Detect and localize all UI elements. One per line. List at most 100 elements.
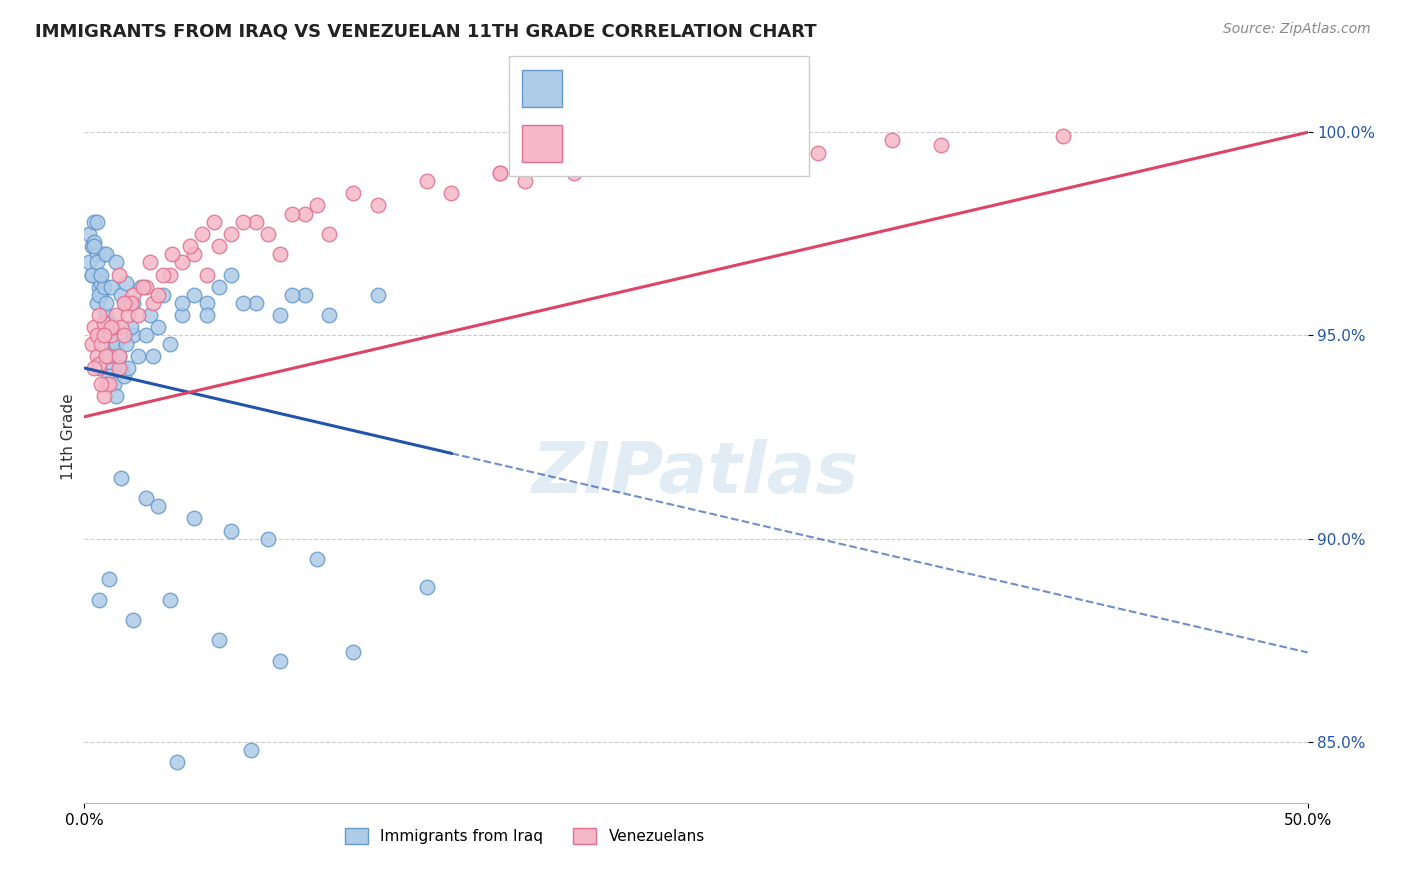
Point [86,255,108,269]
Point [93,328,115,343]
Point [93,247,115,261]
Text: R =  0.392   N = 72: R = 0.392 N = 72 [574,136,735,151]
Point [90,377,112,392]
Point [146,499,169,513]
FancyBboxPatch shape [522,70,562,107]
Point [97,369,120,384]
Point [96,247,118,261]
Point [342,645,364,659]
Point [97,316,120,330]
Point [305,198,328,212]
Point [294,206,316,220]
Point [112,328,135,343]
Point [86,296,108,310]
Point [269,247,291,261]
Point [245,215,267,229]
Point [80,268,103,282]
Point [122,328,145,343]
Point [232,296,254,310]
Point [135,491,157,505]
Point [90,336,112,351]
Point [245,296,267,310]
Point [159,336,181,351]
Point [513,174,536,188]
Point [152,268,174,282]
Text: IMMIGRANTS FROM IRAQ VS VENEZUELAN 11TH GRADE CORRELATION CHART: IMMIGRANTS FROM IRAQ VS VENEZUELAN 11TH … [35,22,817,40]
Point [152,288,174,302]
Point [117,361,139,376]
Point [107,349,129,363]
Point [489,166,512,180]
Point [612,153,634,168]
Point [100,336,122,351]
Point [100,320,122,334]
Point [195,296,218,310]
Point [135,279,157,293]
Point [208,239,231,253]
Point [83,235,105,249]
Point [127,349,149,363]
Point [86,247,108,261]
Point [807,145,830,160]
Point [96,308,118,322]
Point [146,320,169,334]
Point [77,255,100,269]
Point [129,279,152,293]
Point [758,142,780,156]
Point [90,268,112,282]
Point [239,743,262,757]
Point [135,328,157,343]
Point [107,361,129,376]
Point [562,166,585,180]
Point [219,227,242,241]
Point [93,316,115,330]
Point [83,215,105,229]
Point [172,308,194,322]
Point [110,288,132,302]
Point [90,288,112,302]
Point [440,186,463,201]
Point [142,296,165,310]
Point [103,377,125,392]
Point [110,471,132,485]
Point [105,308,128,322]
Point [208,633,231,648]
Point [97,572,120,586]
Point [367,288,389,302]
Point [269,308,291,322]
Point [172,296,194,310]
Point [83,361,105,376]
Point [146,288,169,302]
Point [139,308,162,322]
Legend: Immigrants from Iraq, Venezuelans: Immigrants from Iraq, Venezuelans [339,822,711,850]
Point [132,279,155,293]
Text: ZIPatlas: ZIPatlas [533,439,859,508]
Point [96,349,118,363]
Point [93,389,115,403]
Point [86,328,108,343]
Point [80,268,103,282]
Point [179,239,201,253]
Point [122,296,145,310]
Point [219,268,242,282]
Point [107,349,129,363]
Point [93,279,115,293]
Point [80,336,103,351]
Point [122,288,145,302]
FancyBboxPatch shape [522,125,562,162]
Point [120,320,142,334]
Point [232,215,254,229]
Point [97,328,120,343]
Point [87,308,110,322]
Point [105,255,128,269]
Y-axis label: 11th Grade: 11th Grade [60,393,76,481]
Point [77,227,100,241]
Point [172,255,194,269]
Point [1052,129,1074,144]
Point [202,215,225,229]
Point [105,336,128,351]
Point [294,288,316,302]
Point [96,296,118,310]
Point [87,357,110,371]
Point [103,320,125,334]
